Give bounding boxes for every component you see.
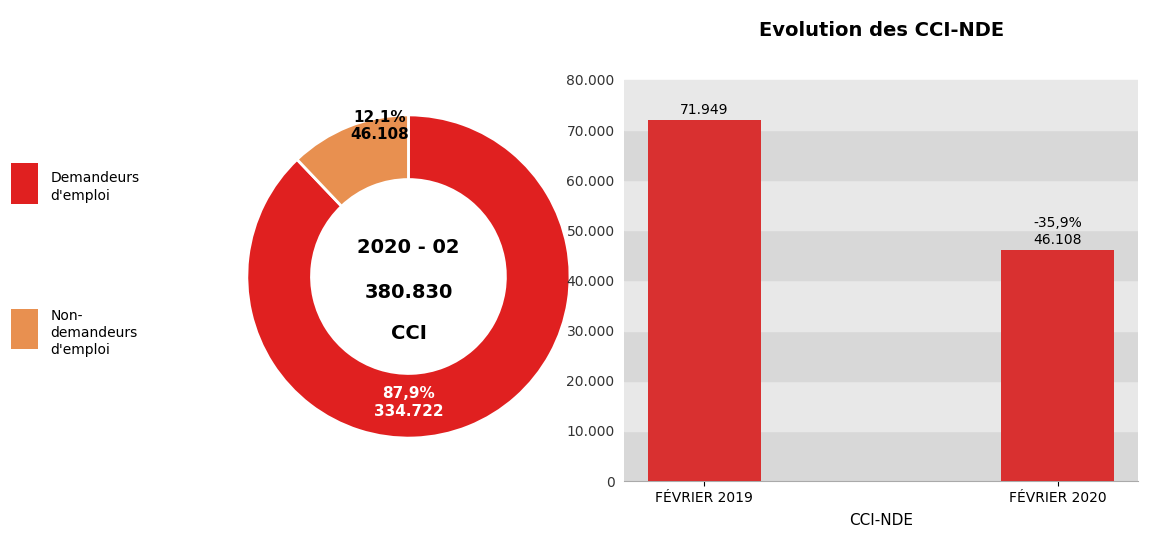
Text: -35,9%
46.108: -35,9% 46.108	[1034, 216, 1082, 247]
Bar	[624, 180, 1138, 231]
Bar	[624, 231, 1138, 280]
FancyBboxPatch shape	[11, 309, 37, 349]
Text: 12,1%
46.108: 12,1% 46.108	[350, 110, 408, 143]
Wedge shape	[247, 115, 569, 438]
Text: 380.830: 380.830	[364, 283, 453, 302]
Text: Demandeurs
d'emploi: Demandeurs d'emploi	[50, 171, 140, 202]
Wedge shape	[298, 115, 408, 206]
Bar	[1001, 250, 1114, 481]
Bar	[624, 280, 1138, 331]
FancyBboxPatch shape	[11, 163, 37, 204]
Bar	[648, 120, 761, 481]
Text: 71.949: 71.949	[680, 103, 728, 117]
X-axis label: CCI-NDE: CCI-NDE	[850, 513, 913, 528]
Bar	[624, 80, 1138, 130]
Text: Non-
demandeurs
d'emploi: Non- demandeurs d'emploi	[50, 309, 138, 357]
Text: CCI: CCI	[391, 324, 426, 342]
Bar	[624, 130, 1138, 180]
Title: Evolution des CCI-NDE: Evolution des CCI-NDE	[759, 21, 1004, 40]
Text: 87,9%
334.722: 87,9% 334.722	[373, 387, 443, 419]
Bar	[624, 381, 1138, 431]
Bar	[624, 431, 1138, 481]
Text: 2020 - 02: 2020 - 02	[357, 238, 460, 257]
Bar	[624, 331, 1138, 381]
